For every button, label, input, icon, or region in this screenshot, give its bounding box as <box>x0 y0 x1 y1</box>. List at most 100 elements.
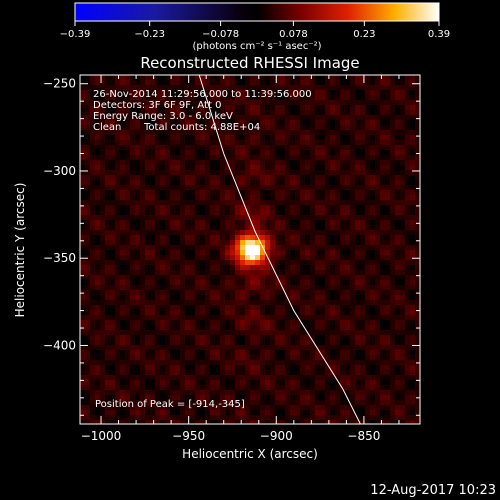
heatmap-cell <box>355 365 361 371</box>
heatmap-cell <box>375 365 381 371</box>
heatmap-cell <box>300 245 306 251</box>
heatmap-cell <box>175 170 181 176</box>
heatmap-cell <box>370 190 376 196</box>
heatmap-cell <box>410 125 416 131</box>
heatmap-cell <box>100 420 106 424</box>
heatmap-cell <box>160 385 166 391</box>
heatmap-cell <box>365 315 371 321</box>
heatmap-cell <box>200 370 206 376</box>
heatmap-cell <box>275 240 281 246</box>
heatmap-cell <box>170 90 176 96</box>
heatmap-cell <box>390 240 396 246</box>
heatmap-cell <box>335 200 341 206</box>
heatmap-cell <box>385 365 391 371</box>
heatmap-cell <box>220 360 226 366</box>
heatmap-cell <box>205 240 211 246</box>
heatmap-cell <box>145 395 151 401</box>
heatmap-cell <box>365 160 371 166</box>
heatmap-cell <box>130 120 136 126</box>
heatmap-cell <box>385 145 391 151</box>
heatmap-cell <box>145 80 151 86</box>
heatmap-cell <box>240 365 246 371</box>
heatmap-cell <box>100 240 106 246</box>
heatmap-cell <box>140 340 146 346</box>
heatmap-cell <box>145 275 151 281</box>
heatmap-cell <box>405 165 411 171</box>
heatmap-cell <box>315 160 321 166</box>
heatmap-cell <box>350 105 356 111</box>
heatmap-cell <box>155 395 161 401</box>
heatmap-cell <box>235 215 241 221</box>
heatmap-cell <box>330 395 336 401</box>
heatmap-cell <box>165 210 171 216</box>
heatmap-cell <box>250 160 256 166</box>
heatmap-cell <box>300 300 306 306</box>
heatmap-cell <box>175 360 181 366</box>
heatmap-cell <box>125 280 131 286</box>
heatmap-cell <box>315 335 321 341</box>
heatmap-cell <box>325 135 331 141</box>
heatmap-cell <box>340 370 346 376</box>
heatmap-cell <box>415 270 420 276</box>
heatmap-cell <box>225 110 231 116</box>
heatmap-cell <box>205 225 211 231</box>
heatmap-cell <box>395 385 401 391</box>
heatmap-cell <box>415 130 420 136</box>
heatmap-cell <box>80 410 86 416</box>
heatmap-cell <box>250 290 256 296</box>
heatmap-cell <box>260 310 266 316</box>
heatmap-cell <box>115 95 121 101</box>
heatmap-cell <box>300 125 306 131</box>
heatmap-cell <box>170 360 176 366</box>
heatmap-cell <box>315 345 321 351</box>
heatmap-cell <box>270 130 276 136</box>
heatmap-cell <box>330 230 336 236</box>
heatmap-cell <box>150 300 156 306</box>
heatmap-cell <box>250 335 256 341</box>
heatmap-cell <box>295 160 301 166</box>
heatmap-cell <box>160 220 166 226</box>
heatmap-cell <box>275 190 281 196</box>
heatmap-cell <box>115 250 121 256</box>
heatmap-cell <box>125 85 131 91</box>
heatmap-cell <box>95 295 101 301</box>
heatmap-cell <box>95 95 101 101</box>
heatmap-cell <box>370 335 376 341</box>
heatmap-cell <box>145 175 151 181</box>
heatmap-cell <box>355 290 361 296</box>
heatmap-cell <box>310 75 316 81</box>
heatmap-cell <box>85 270 91 276</box>
heatmap-cell <box>215 135 221 141</box>
heatmap-cell <box>190 305 196 311</box>
heatmap-cell <box>195 370 201 376</box>
heatmap-cell <box>225 80 231 86</box>
heatmap-cell <box>310 405 316 411</box>
heatmap-cell <box>355 400 361 406</box>
heatmap-cell <box>255 180 261 186</box>
heatmap-cell <box>255 365 261 371</box>
heatmap-cell <box>90 180 96 186</box>
heatmap-cell <box>180 210 186 216</box>
heatmap-cell <box>150 295 156 301</box>
heatmap-cell <box>190 75 196 81</box>
heatmap-cell <box>125 235 131 241</box>
heatmap-cell <box>105 195 111 201</box>
heatmap-cell <box>185 390 191 396</box>
heatmap-cell <box>340 400 346 406</box>
heatmap-cell <box>120 185 126 191</box>
heatmap-cell <box>150 325 156 331</box>
heatmap-cell <box>190 200 196 206</box>
heatmap-cell <box>210 145 216 151</box>
heatmap-cell <box>265 380 271 386</box>
heatmap-cell <box>205 360 211 366</box>
heatmap-cell <box>220 325 226 331</box>
heatmap-cell <box>315 220 321 226</box>
heatmap-cell <box>110 80 116 86</box>
heatmap-cell <box>280 150 286 156</box>
heatmap-cell <box>270 200 276 206</box>
heatmap-cell <box>380 75 386 81</box>
heatmap-cell <box>355 255 361 261</box>
heatmap-cell <box>405 240 411 246</box>
heatmap-cell <box>370 225 376 231</box>
heatmap-cell <box>210 290 216 296</box>
